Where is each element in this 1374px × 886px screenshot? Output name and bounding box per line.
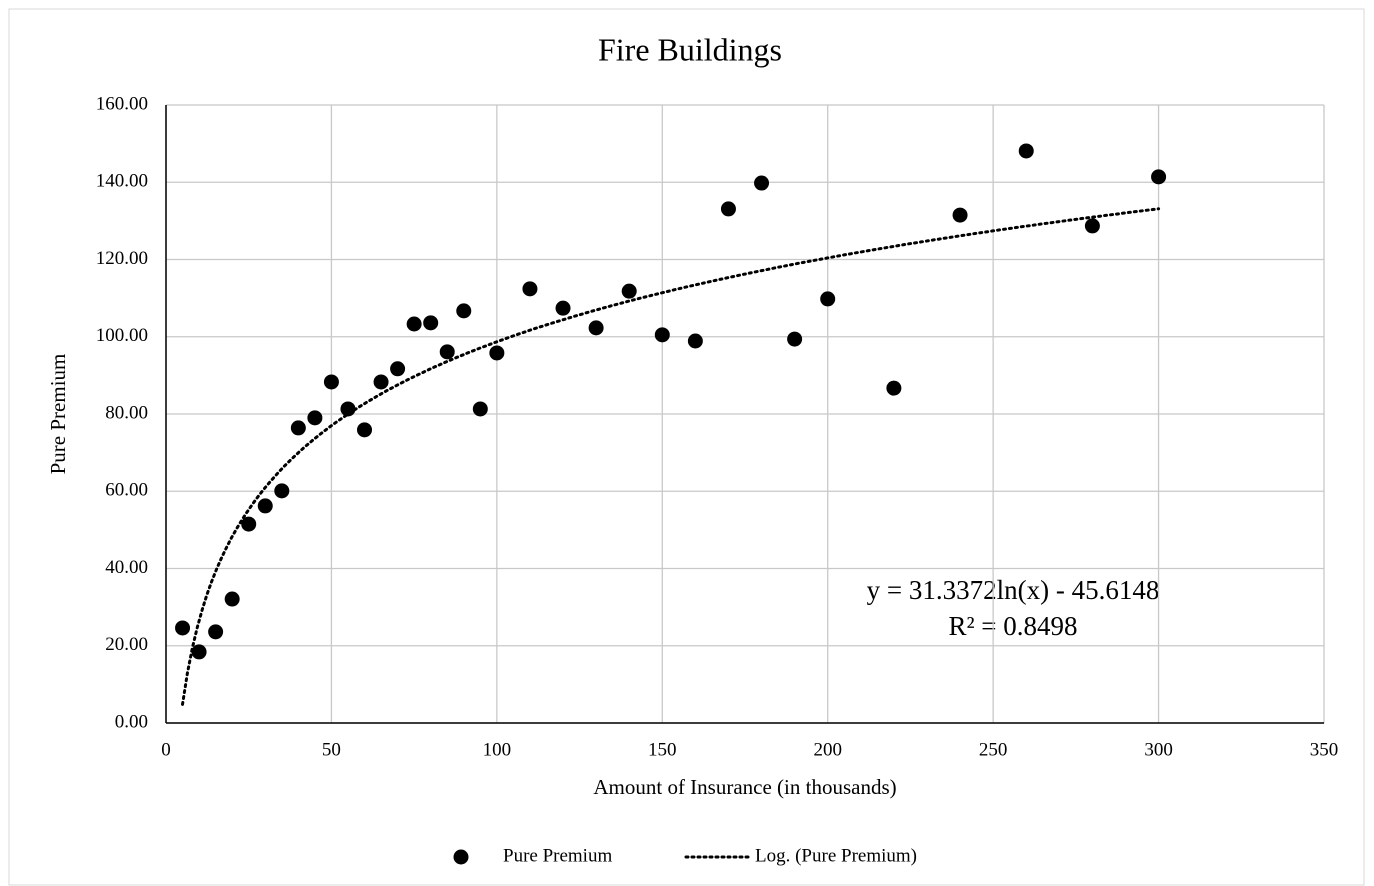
y-tick-label: 120.00 [96,248,148,269]
point [1018,143,1034,159]
y-tick-label: 60.00 [105,480,148,501]
point [406,316,422,332]
point [720,201,736,217]
point [290,420,306,436]
point [588,320,604,336]
point [820,291,836,307]
point [340,401,356,417]
y-tick-label: 100.00 [96,325,148,346]
point [621,283,637,299]
point [472,401,488,417]
chart-title: Fire Buildings [598,31,782,67]
point [687,333,703,349]
x-tick-label: 200 [813,739,842,760]
point [654,327,670,343]
trendline [181,207,1161,706]
point [390,361,406,377]
point [208,624,224,640]
point [952,207,968,223]
legend-label: Log. (Pure Premium) [755,845,917,866]
y-axis-label: Pure Premium [46,354,70,475]
y-tick-label: 0.00 [115,711,148,732]
point [754,175,770,191]
point [323,374,339,390]
x-axis-label: Amount of Insurance (in thousands) [593,775,896,799]
point [1151,169,1167,185]
y-tick-label: 80.00 [105,402,148,423]
point [224,591,240,607]
y-tick-label: 20.00 [105,634,148,655]
point [191,644,207,660]
y-tick-label: 40.00 [105,557,148,578]
point [357,422,373,438]
point [373,374,389,390]
x-tick-label: 350 [1310,739,1339,760]
point [489,345,505,361]
point [175,620,191,636]
x-tick-label: 0 [161,739,171,760]
y-tick-label: 140.00 [96,171,148,192]
x-tick-label: 150 [648,739,677,760]
point [241,516,257,532]
chart-border [8,8,1365,886]
point [787,331,803,347]
point [1084,218,1100,234]
point [307,410,323,426]
y-tick-label: 160.00 [96,93,148,114]
legend-label: Pure Premium [503,845,612,866]
point [522,281,538,297]
point [555,300,571,316]
point [274,483,290,499]
x-tick-label: 100 [483,739,512,760]
trend-equation: y = 31.3372ln(x) - 45.6148 [867,575,1160,605]
legend-marker [453,849,469,865]
point [423,315,439,331]
x-tick-label: 250 [979,739,1008,760]
point [456,303,472,319]
point [439,344,455,360]
trend-r2: R² = 0.8498 [948,611,1077,641]
point [257,498,273,514]
x-tick-label: 50 [322,739,341,760]
point [886,380,902,396]
x-tick-label: 300 [1144,739,1173,760]
